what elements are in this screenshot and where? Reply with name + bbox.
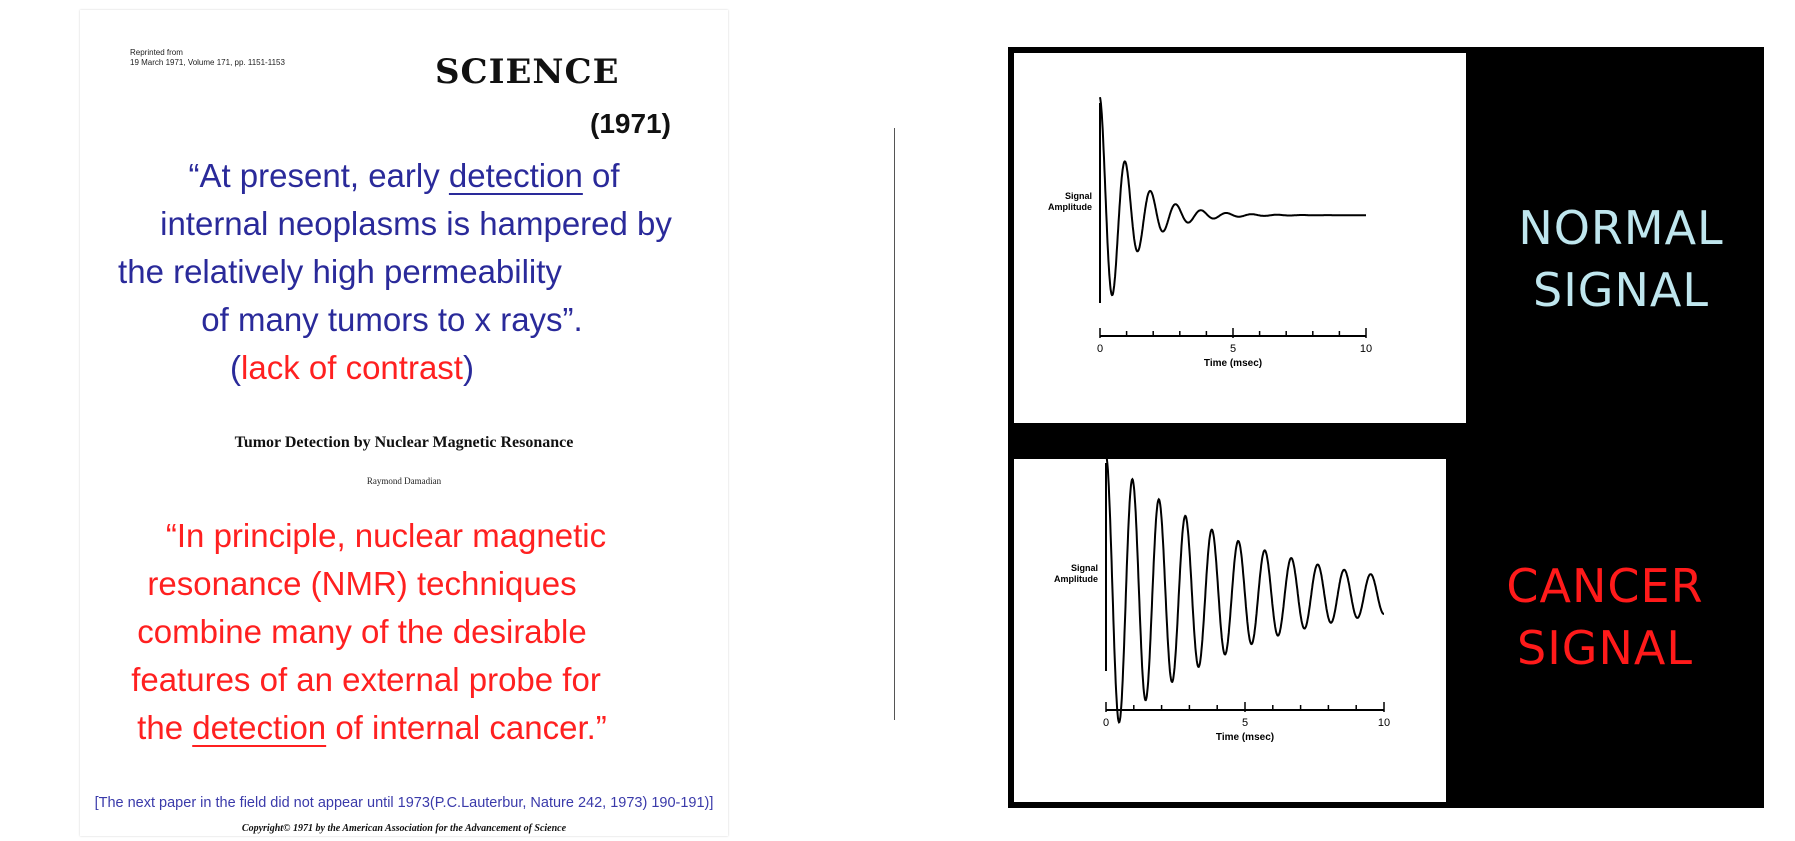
paren-open: ( xyxy=(230,349,242,386)
normal-signal-label: NORMAL SIGNAL xyxy=(1486,197,1756,321)
fid-signal-line xyxy=(1099,97,1366,297)
x-axis-label: Time (msec) xyxy=(1216,732,1274,743)
cancer-signal-panel: Signal Amplitude 0 5 10 Time (msec) xyxy=(1014,454,1446,802)
copyright-line: Copyright© 1971 by the American Associat… xyxy=(241,823,567,834)
lack-of-contrast: lack of contrast xyxy=(241,349,463,386)
y-axis-label: Signal Amplitude xyxy=(1048,191,1092,212)
y-axis-label: Signal Amplitude xyxy=(1054,563,1098,584)
quote-2-line-3: combine many of the desirable xyxy=(137,613,587,650)
paper-title: Tumor Detection by Nuclear Magnetic Reso… xyxy=(234,434,574,451)
cancer-label-line-1: CANCER xyxy=(1506,559,1704,613)
quote-1-line-4: of many tumors to x rays”. xyxy=(201,301,583,338)
signal-comparison-figure: Signal Amplitude 0 5 10 Time (msec) NORMAL SI… xyxy=(1008,47,1764,808)
quote-2-text: of internal cancer.” xyxy=(326,709,607,746)
cancer-label-line-2: SIGNAL xyxy=(1517,621,1693,675)
fid-signal-line xyxy=(1105,454,1385,724)
reprint-line-2: 19 March 1971, Volume 171, pp. 1151-1153 xyxy=(130,58,285,67)
quote-2-line-2: resonance (NMR) techniques xyxy=(147,565,577,602)
quote-1-text: of xyxy=(582,157,620,194)
quote-1-line-2: internal neoplasms is hampered by xyxy=(160,205,672,242)
cancer-signal-label: CANCER SIGNAL xyxy=(1460,555,1750,679)
journal-masthead: SCIENCE xyxy=(435,52,620,92)
x-tick-label: 10 xyxy=(1360,343,1372,355)
reprint-line-1: Reprinted from xyxy=(130,48,183,57)
normal-label-line-1: NORMAL xyxy=(1518,201,1724,255)
reprint-note: Reprinted from 19 March 1971, Volume 171… xyxy=(130,48,285,68)
x-tick-label: 5 xyxy=(1230,343,1236,355)
quote-1-line-3: the relatively high permeability xyxy=(118,253,562,290)
x-tick-label: 0 xyxy=(1103,717,1109,729)
cancer-signal-chart: Signal Amplitude 0 5 10 Time (msec) xyxy=(1054,454,1390,743)
x-axis-label: Time (msec) xyxy=(1204,358,1262,369)
author-name: Raymond Damadian xyxy=(366,476,442,486)
quote-1-text: “At present, early xyxy=(188,157,449,194)
publication-year: (1971) xyxy=(590,108,671,139)
normal-signal-panel: Signal Amplitude 0 5 10 Time (msec) xyxy=(1014,53,1466,423)
quote-2-line-5: the detection of internal cancer.” xyxy=(48,704,696,752)
x-tick-label: 5 xyxy=(1242,717,1248,729)
x-tick-label: 10 xyxy=(1378,717,1390,729)
normal-signal-chart: Signal Amplitude 0 5 10 Time (msec) xyxy=(1048,97,1372,369)
footnote: [The next paper in the field did not app… xyxy=(94,795,714,811)
detection-underlined: detection xyxy=(192,709,327,746)
quote-2-text: the xyxy=(137,709,193,746)
quote-2-line-4: features of an external probe for xyxy=(131,661,601,698)
lack-of-contrast-line: (lack of contrast) xyxy=(28,344,676,392)
paren-close: ) xyxy=(462,349,474,386)
quote-2-line-1: “In principle, nuclear magnetic xyxy=(165,517,607,554)
detection-underlined: detection xyxy=(448,157,583,194)
article-page: Reprinted from 19 March 1971, Volume 171… xyxy=(80,10,728,836)
quote-1-line-1: “At present, early detection of xyxy=(80,152,728,200)
vertical-divider xyxy=(894,128,895,720)
normal-label-line-2: SIGNAL xyxy=(1533,263,1709,317)
x-tick-label: 0 xyxy=(1097,343,1103,355)
